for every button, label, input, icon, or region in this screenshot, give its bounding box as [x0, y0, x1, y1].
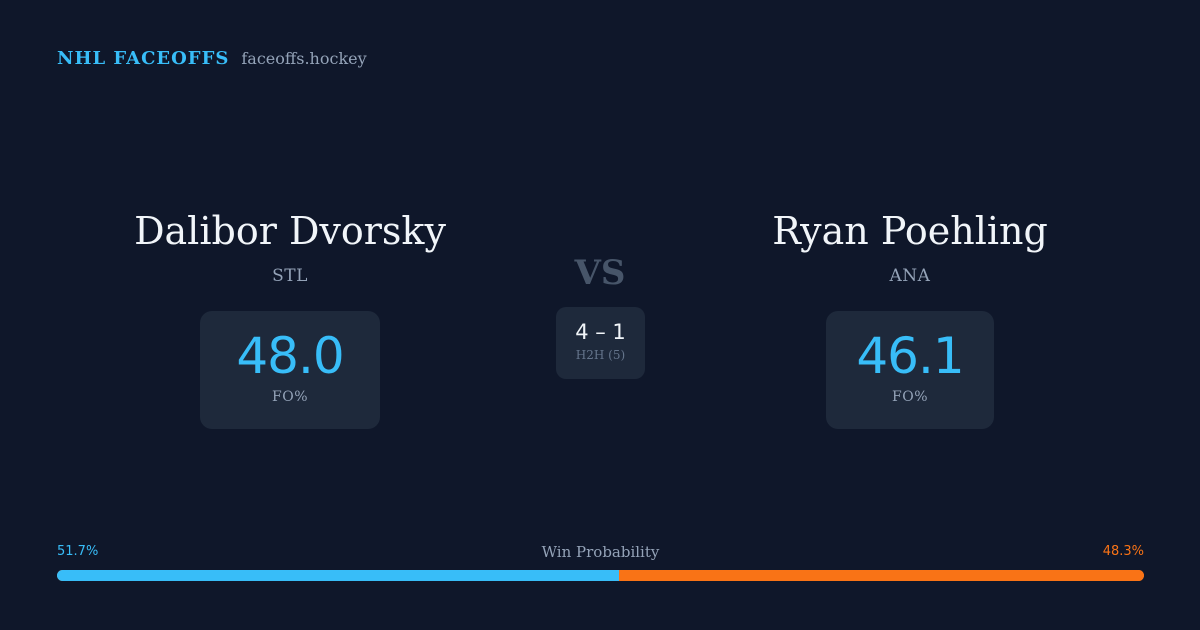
brand-url: faceoffs.hockey	[241, 49, 367, 68]
faceoff-percentage-value: 48.0	[236, 327, 344, 385]
win-probability-right-fill	[618, 570, 1144, 581]
faceoff-percentage-card: 48.0 FO%	[200, 311, 380, 429]
brand-name: NHL FACEOFFS	[57, 48, 230, 69]
win-probability-left-fill	[57, 570, 619, 581]
brand-header: NHL FACEOFFS faceoffs.hockey	[57, 48, 367, 74]
head-to-head-score: 4 – 1	[575, 320, 626, 344]
versus-label: VS	[574, 253, 626, 293]
faceoff-percentage-card: 46.1 FO%	[826, 311, 994, 429]
player-left: Dalibor Dvorsky STL 48.0 FO%	[70, 205, 510, 429]
player-team: STL	[272, 266, 308, 286]
faceoff-percentage-label: FO%	[892, 389, 928, 405]
win-probability-title: Win Probability	[541, 543, 660, 561]
win-probability-labels: 51.7% Win Probability 48.3%	[57, 542, 1144, 562]
head-to-head-label: H2H (5)	[575, 348, 626, 362]
player-name: Ryan Poehling	[772, 209, 1048, 253]
win-probability-bar	[57, 570, 1144, 581]
player-right: Ryan Poehling ANA 46.1 FO%	[690, 205, 1130, 429]
player-name: Dalibor Dvorsky	[134, 209, 446, 253]
faceoff-percentage-value: 46.1	[856, 327, 964, 385]
player-team: ANA	[889, 266, 931, 286]
win-probability-left-value: 51.7%	[57, 544, 99, 559]
faceoff-percentage-label: FO%	[272, 389, 308, 405]
win-probability-right-value: 48.3%	[1102, 544, 1144, 559]
head-to-head-card: 4 – 1 H2H (5)	[556, 307, 645, 379]
